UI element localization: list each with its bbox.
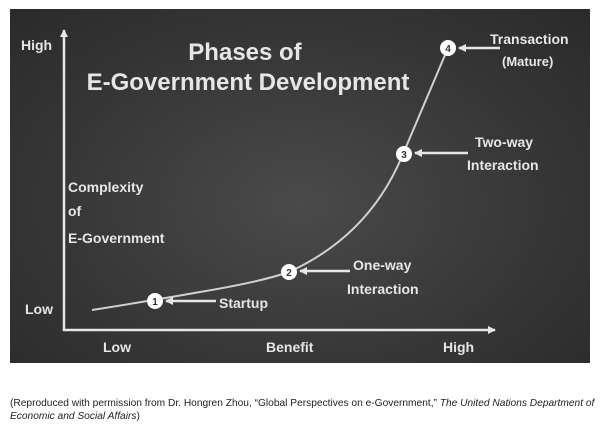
phase-label-2: (Mature) (502, 54, 553, 69)
x-high-label: High (443, 339, 474, 355)
phase-label-1: One-way (353, 257, 412, 273)
x-axis-label: Benefit (266, 339, 314, 355)
phase-2: 2 One-way Interaction (281, 257, 419, 297)
y-low-label: Low (25, 301, 53, 317)
caption-source: The United Nations Department of Economi… (10, 398, 595, 422)
caption-text: (Reproduced with permission from Dr. Hon… (10, 398, 440, 409)
phase-number: 3 (401, 150, 407, 161)
phases-diagram: Phases of E-Government Development High … (21, 29, 569, 355)
phase-label-1: Two-way (475, 134, 533, 150)
caption: (Reproduced with permission from Dr. Hon… (10, 397, 600, 423)
phase-label-2: Interaction (347, 281, 419, 297)
phase-label-1: Transaction (490, 31, 569, 47)
title-line-1: Phases of (188, 39, 302, 66)
phase-number: 4 (445, 44, 451, 55)
x-low-label: Low (103, 339, 131, 355)
phase-4: 4 Transaction (Mature) (440, 31, 569, 69)
diagram-panel (10, 9, 590, 363)
y-axis-label-3: E-Government (68, 230, 165, 246)
y-axis-label-1: Complexity (68, 179, 144, 195)
growth-curve (91, 47, 449, 311)
phase-1: 1 Startup (147, 293, 268, 311)
caption-end: ) (136, 411, 140, 422)
phase-3: 3 Two-way Interaction (396, 134, 539, 173)
phase-number: 2 (286, 268, 292, 279)
y-high-label: High (21, 37, 52, 53)
title-line-2: E-Government Development (87, 69, 410, 96)
y-axis-label-2: of (68, 203, 82, 219)
phase-label-2: Interaction (467, 157, 539, 173)
phase-number: 1 (152, 297, 158, 308)
phase-label: Startup (219, 295, 268, 311)
